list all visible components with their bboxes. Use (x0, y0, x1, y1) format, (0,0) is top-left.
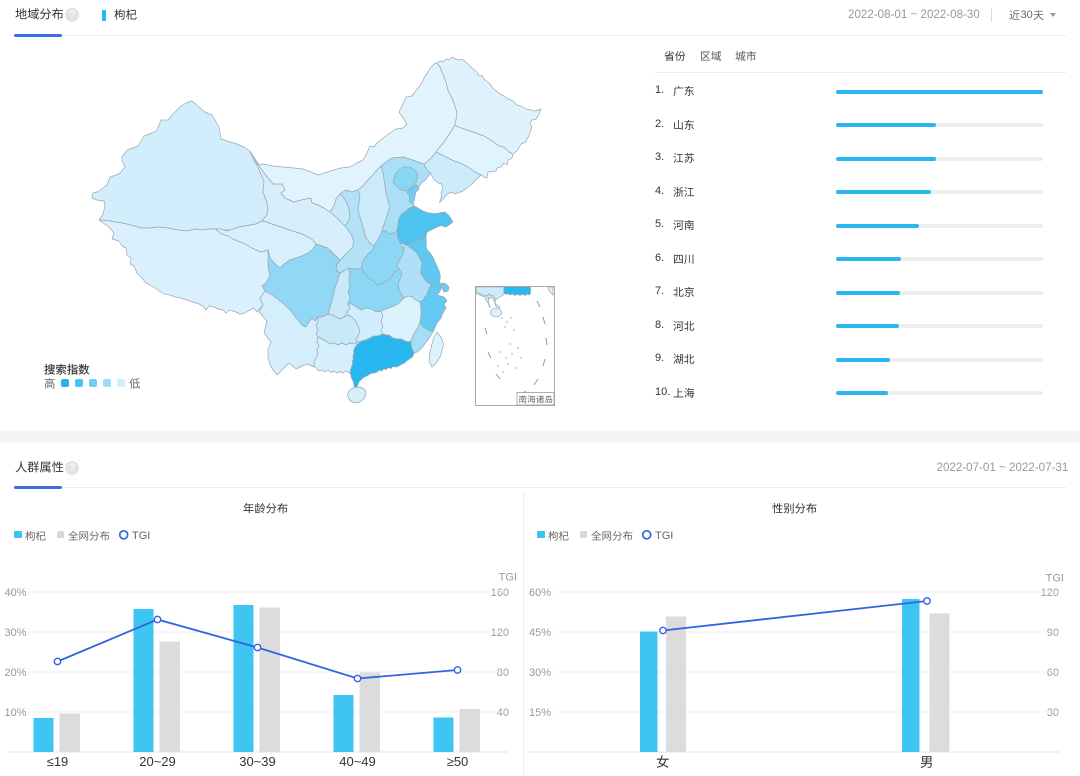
svg-text:≥50: ≥50 (447, 754, 469, 769)
svg-text:80: 80 (497, 667, 509, 679)
svg-text:60: 60 (1047, 667, 1059, 679)
svg-text:30~39: 30~39 (239, 754, 276, 769)
svg-text:30%: 30% (529, 667, 551, 679)
svg-text:20~29: 20~29 (139, 754, 176, 769)
svg-text:20%: 20% (4, 667, 26, 679)
svg-text:30%: 30% (4, 627, 26, 639)
svg-text:≤19: ≤19 (47, 754, 69, 769)
svg-text:TGI: TGI (1046, 573, 1064, 585)
svg-text:10%: 10% (4, 707, 26, 719)
svg-text:15%: 15% (529, 707, 551, 719)
svg-text:40%: 40% (4, 587, 26, 599)
svg-text:120: 120 (1041, 587, 1059, 599)
svg-text:40: 40 (497, 707, 509, 719)
svg-text:120: 120 (491, 627, 509, 639)
svg-text:45%: 45% (529, 627, 551, 639)
svg-text:TGI: TGI (499, 572, 517, 584)
svg-text:60%: 60% (529, 587, 551, 599)
svg-text:160: 160 (491, 587, 509, 599)
svg-text:40~49: 40~49 (339, 754, 376, 769)
svg-text:30: 30 (1047, 707, 1059, 719)
svg-text:90: 90 (1047, 627, 1059, 639)
